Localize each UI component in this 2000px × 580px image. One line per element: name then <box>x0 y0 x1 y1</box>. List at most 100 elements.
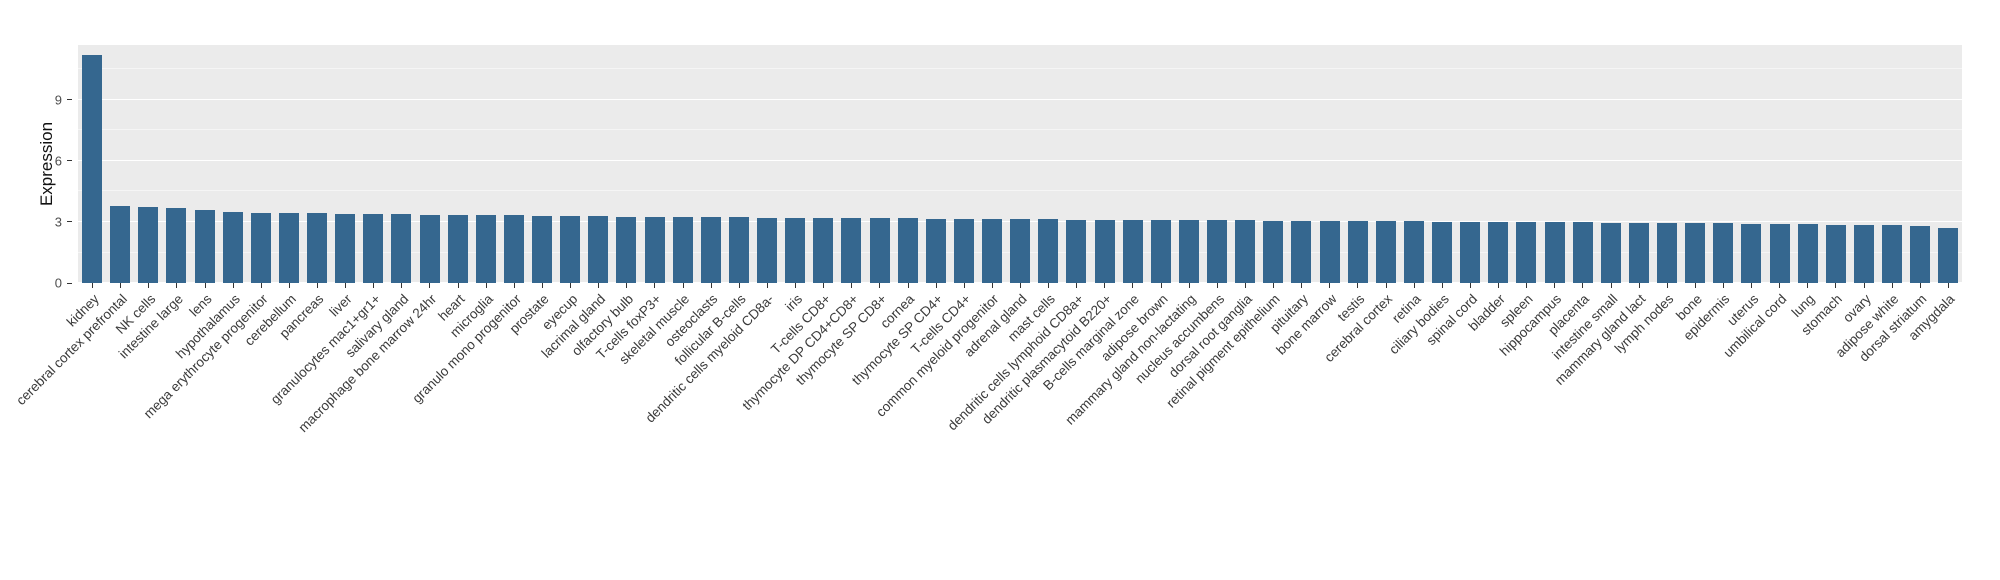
bar-slot <box>472 45 500 283</box>
bar-slot <box>1428 45 1456 283</box>
bar-slot <box>1091 45 1119 283</box>
bar-mammary-gland-lact <box>1628 222 1649 283</box>
bar-dendritic-plasmacytoid-b220 <box>1094 219 1115 283</box>
bar-pancreas <box>307 212 328 283</box>
x-tick-mark <box>710 283 712 288</box>
bar-umbilical-cord <box>1769 224 1790 283</box>
bar-testis <box>1347 220 1368 283</box>
bar-slot <box>162 45 190 283</box>
y-tick-mark <box>67 99 72 101</box>
x-tick-mark <box>1385 283 1387 288</box>
x-tick-mark <box>176 283 178 288</box>
plot-area <box>78 45 1962 283</box>
bar-eyecup <box>560 216 581 283</box>
bar-slot <box>697 45 725 283</box>
x-tick-mark <box>1582 283 1584 288</box>
bar-slot <box>1709 45 1737 283</box>
bar-t-cells-cd8 <box>813 217 834 283</box>
bar-lens <box>194 209 215 283</box>
x-tick-mark <box>879 283 881 288</box>
x-tick-mark <box>232 283 234 288</box>
x-tick-mark <box>626 283 628 288</box>
x-tick-label: iris <box>782 291 805 315</box>
x-tick-mark <box>570 283 572 288</box>
x-tick-mark <box>963 283 965 288</box>
bar-bladder <box>1488 221 1509 283</box>
bar-slot <box>809 45 837 283</box>
bar-bone-marrow <box>1319 220 1340 283</box>
bar-skeletal-muscle <box>672 216 693 283</box>
bar-slot <box>1681 45 1709 283</box>
bar-slot <box>1597 45 1625 283</box>
bar-slot <box>387 45 415 283</box>
bar-slot <box>331 45 359 283</box>
x-tick-mark <box>120 283 122 288</box>
x-tick-mark <box>1694 283 1696 288</box>
x-tick-mark <box>92 283 94 288</box>
bar-spleen <box>1516 221 1537 283</box>
bar-dendritic-cells-lymphoid-cd8a <box>1066 219 1087 283</box>
bar-slot <box>1259 45 1287 283</box>
bar-olfactory-bulb <box>616 216 637 283</box>
bar-adrenal-gland <box>1010 219 1031 283</box>
gridline-minor <box>78 129 1962 131</box>
bar-slot <box>1147 45 1175 283</box>
bar-stomach <box>1825 224 1846 283</box>
bar-slot <box>1175 45 1203 283</box>
bar-thymocyte-sp-cd4 <box>925 218 946 283</box>
y-tick-mark <box>67 221 72 223</box>
x-tick-mark <box>823 283 825 288</box>
bar-epidermis <box>1713 223 1734 283</box>
bar-adipose-white <box>1882 225 1903 283</box>
bar-cerebellum <box>278 212 299 283</box>
bar-uterus <box>1741 223 1762 283</box>
bar-follicular-b-cells <box>728 217 749 283</box>
bar-lymph-nodes <box>1657 223 1678 283</box>
bar-thymocyte-dp-cd4-cd8 <box>841 217 862 283</box>
bar-slot <box>528 45 556 283</box>
bar-slot <box>1287 45 1315 283</box>
bar-amygdala <box>1938 228 1959 283</box>
x-tick-mark <box>766 283 768 288</box>
bar-salivary-gland <box>391 214 412 283</box>
x-tick-mark <box>907 283 909 288</box>
x-tick-mark <box>373 283 375 288</box>
x-tick-mark <box>429 283 431 288</box>
bar-b-cells-marginal-zone <box>1122 219 1143 283</box>
bar-slot <box>1400 45 1428 283</box>
x-tick-mark <box>1301 283 1303 288</box>
y-tick-label: 6 <box>54 153 62 169</box>
bar-macrophage-bone-marrow-24hr <box>419 214 440 283</box>
bar-slot <box>106 45 134 283</box>
y-tick-label: 9 <box>54 92 62 108</box>
x-tick-mark <box>991 283 993 288</box>
x-tick-mark <box>1048 283 1050 288</box>
bar-microglia <box>475 215 496 283</box>
x-tick-mark <box>513 283 515 288</box>
x-tick-mark <box>1469 283 1471 288</box>
bar-intestine-large <box>166 207 187 283</box>
x-tick-mark <box>851 283 853 288</box>
bar-slot <box>1878 45 1906 283</box>
bar-hippocampus <box>1544 222 1565 283</box>
bar-iris <box>785 217 806 283</box>
x-axis-labels: kidney cerebral cortex prefrontal NK cells… <box>13 291 1962 572</box>
bar-placenta <box>1572 222 1593 283</box>
bar-slot <box>1934 45 1962 283</box>
bar-retinal-pigment-epithelium <box>1263 220 1284 283</box>
x-tick-mark <box>1498 283 1500 288</box>
bar-lung <box>1797 224 1818 283</box>
x-tick-mark <box>1722 283 1724 288</box>
x-tick-mark <box>1132 283 1134 288</box>
bar-slot <box>1906 45 1934 283</box>
bar-slot <box>1569 45 1597 283</box>
x-tick-mark <box>1807 283 1809 288</box>
bar-nk-cells <box>138 206 159 283</box>
bar-slot <box>1372 45 1400 283</box>
bar-slot <box>1541 45 1569 283</box>
bar-kidney <box>82 55 103 283</box>
x-tick-mark <box>1329 283 1331 288</box>
bar-slot <box>444 45 472 283</box>
bar-slot <box>1034 45 1062 283</box>
gridline-major <box>78 98 1962 100</box>
